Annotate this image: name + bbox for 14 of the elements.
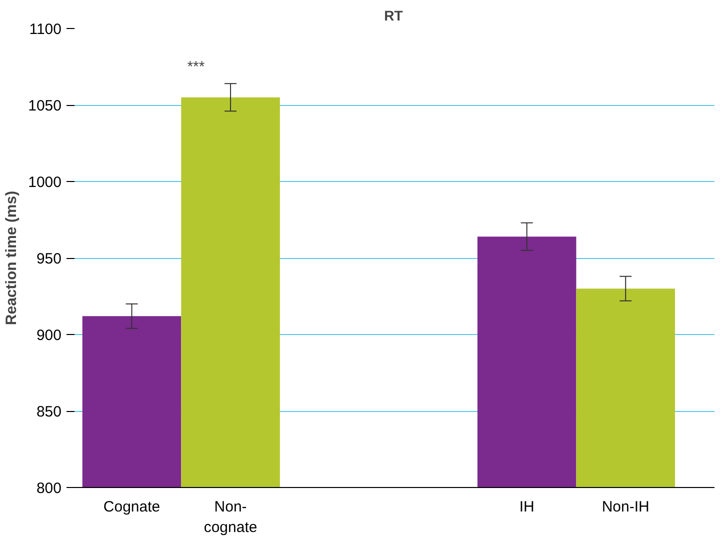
y-tick-label: 900 xyxy=(36,327,62,344)
y-tick-label: 1100 xyxy=(29,21,62,38)
x-tick-label: Non- cognate xyxy=(204,498,258,536)
y-tick-label: 1050 xyxy=(28,98,62,114)
y-tick-label: 950 xyxy=(36,250,62,268)
y-tick-label: 850 xyxy=(36,404,62,420)
y-tick-label: 1000 xyxy=(28,174,62,191)
chart-title: RT xyxy=(384,8,404,24)
x-tick-label: IH xyxy=(519,498,534,516)
x-tick-label: Non-IH xyxy=(602,498,650,516)
y-tick-label: 800 xyxy=(36,480,62,497)
y-axis-title: Reaction time (ms) xyxy=(3,190,20,326)
annotation: *** xyxy=(187,58,205,76)
x-tick-label: Cognate xyxy=(103,498,160,516)
